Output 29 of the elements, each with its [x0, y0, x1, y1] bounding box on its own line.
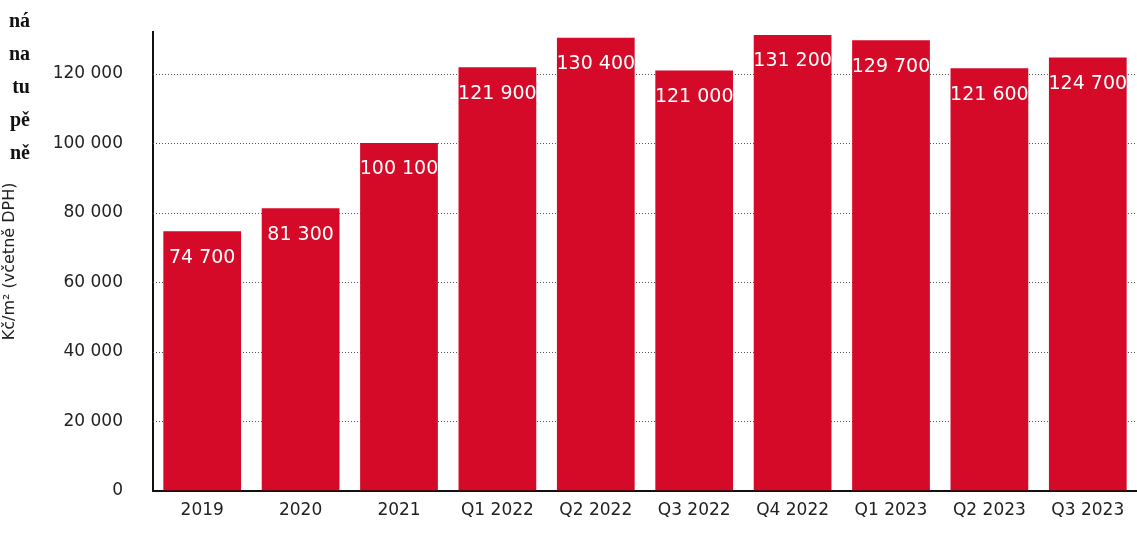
y-tick-label: 120 000: [52, 62, 123, 83]
x-tick-label: Q4 2022: [756, 499, 830, 520]
x-tick-label: Q3 2022: [657, 499, 731, 520]
x-tick-label: Q1 2023: [854, 499, 928, 520]
y-tick-label: 40 000: [63, 340, 123, 361]
y-tick-label: 60 000: [63, 270, 123, 291]
y-axis-title: Kč/m² (včetně DPH): [0, 182, 18, 341]
x-tick-label: 2019: [180, 499, 224, 520]
x-tick-label: Q2 2022: [559, 499, 633, 520]
y-tick-label: 0: [112, 479, 123, 500]
data-label: 130 400: [556, 51, 636, 74]
data-label: 74 700: [168, 244, 236, 267]
x-tick-label: Q2 2023: [952, 499, 1026, 520]
x-tick-label: Q3 2023: [1051, 499, 1125, 520]
data-label: 121 000: [654, 83, 734, 106]
data-label: 121 900: [458, 80, 537, 103]
text: ná na tu pě ně: [7, 8, 30, 165]
x-tick-label: 2021: [377, 499, 421, 520]
data-label: 81 300: [267, 221, 334, 244]
y-tick-label: 20 000: [63, 409, 123, 430]
data-label: 124 700: [1048, 70, 1128, 93]
data-label: 131 200: [753, 48, 832, 71]
x-tick-label: 2020: [278, 499, 323, 520]
y-tick-label: 100 000: [52, 131, 123, 152]
data-label: 121 600: [950, 81, 1029, 104]
y-tick-label: 80 000: [63, 201, 123, 222]
x-tick-label: Q1 2022: [460, 499, 534, 520]
data-label: 100 100: [359, 156, 439, 179]
data-label: 129 700: [851, 53, 931, 76]
